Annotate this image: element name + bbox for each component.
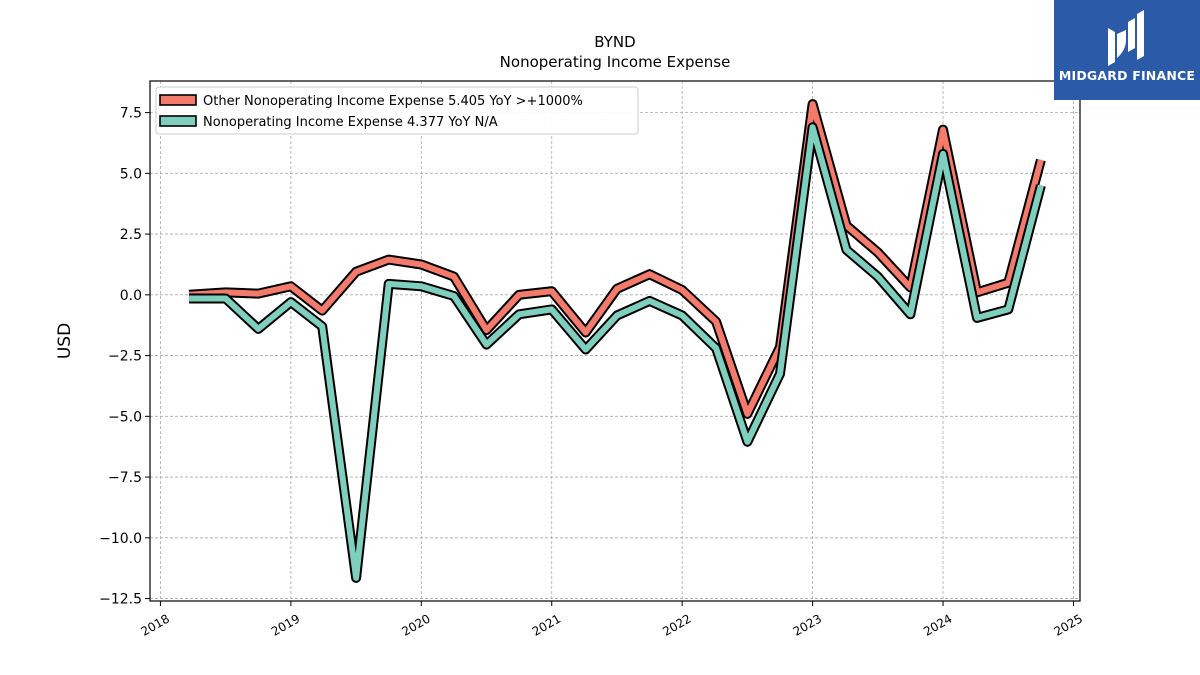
legend: Other Nonoperating Income Expense 5.405 … [155, 86, 639, 135]
y-tick-label: 2.5 [120, 227, 142, 243]
data-point [290, 301, 292, 303]
data-point [551, 290, 553, 292]
legend-box [155, 86, 639, 135]
data-point [420, 285, 422, 287]
y-tick-label: 7.5 [120, 106, 142, 122]
data-point [1040, 159, 1042, 161]
y-tick-label: 5.0 [120, 166, 142, 182]
series-outline-0 [188, 99, 1046, 419]
data-point [290, 285, 292, 287]
data-point [388, 283, 390, 285]
series-layer [188, 99, 1046, 583]
data-point [812, 126, 814, 128]
data-point [188, 298, 190, 299]
grid [150, 81, 1080, 601]
data-point [877, 251, 879, 253]
data-point [616, 315, 618, 316]
data-point [518, 313, 520, 315]
data-point [746, 441, 748, 443]
data-point [746, 413, 748, 415]
x-tick-label: 2019 [269, 611, 302, 638]
series-outline-1 [189, 122, 1046, 583]
logo-text: MIDGARD FINANCE [1058, 68, 1196, 83]
legend-swatch-other-nonoperating [159, 94, 197, 106]
x-tick-label: 2018 [138, 611, 171, 638]
data-point [779, 373, 781, 375]
data-point [616, 288, 618, 290]
y-tick-label: −10.0 [99, 531, 142, 547]
data-point [355, 271, 357, 273]
y-tick-label: 0.0 [120, 288, 142, 304]
data-point [551, 308, 553, 310]
data-point [942, 153, 944, 155]
data-point [486, 344, 487, 346]
data-point [518, 294, 520, 296]
data-point [942, 129, 944, 131]
y-axis-label: USD [55, 323, 75, 359]
legend-label-other-nonoperating: Other Nonoperating Income Expense 5.405 … [203, 94, 583, 109]
x-tick-label: 2025 [1052, 611, 1085, 638]
data-point [486, 329, 487, 331]
x-tick-label: 2023 [791, 611, 824, 638]
x-tick-label: 2022 [660, 611, 693, 638]
data-point [321, 325, 323, 327]
midgard-logo-icon [1108, 10, 1144, 66]
y-tick-label: −7.5 [108, 470, 142, 486]
y-axis: 7.5 5.0 2.5 0.0 −2.5 −5.0 −7.5 −10.0 −12.5 [99, 106, 150, 608]
data-point [976, 317, 978, 319]
data-point [1040, 185, 1042, 186]
data-point [585, 332, 587, 333]
data-point [1007, 282, 1009, 284]
series-line-1 [189, 124, 1044, 581]
data-point [453, 276, 455, 278]
data-point [812, 103, 814, 105]
data-point [355, 577, 357, 579]
data-point [715, 347, 717, 349]
data-point [909, 313, 911, 315]
x-tick-label: 2024 [921, 611, 954, 638]
data-point [649, 273, 651, 275]
data-point [846, 225, 847, 227]
x-tick-label: 2020 [399, 611, 432, 638]
chart-title: BYND [594, 33, 635, 51]
data-point [909, 287, 911, 288]
data-point [388, 259, 390, 261]
data-point [321, 310, 323, 312]
data-point [846, 249, 847, 251]
data-point [1007, 308, 1009, 310]
midgard-finance-logo: MIDGARD FINANCE [1054, 0, 1200, 100]
data-point [420, 264, 422, 265]
chart-subtitle: Nonoperating Income Expense [500, 53, 731, 71]
data-point [877, 276, 879, 278]
y-tick-label: −5.0 [108, 409, 142, 425]
y-tick-label: −2.5 [108, 349, 142, 365]
legend-label-nonoperating: Nonoperating Income Expense 4.377 YoY N/… [203, 115, 498, 130]
legend-swatch-nonoperating [159, 115, 197, 127]
data-point [649, 300, 651, 302]
y-tick-label: −12.5 [99, 592, 142, 608]
plot-frame [149, 80, 1081, 602]
x-axis: 2018 2019 2020 2021 2022 2023 2024 2025 [138, 601, 1085, 639]
data-point [257, 293, 259, 295]
data-point [453, 295, 455, 297]
data-point [225, 291, 227, 293]
data-point [585, 349, 587, 350]
data-point [225, 298, 227, 299]
data-point [257, 328, 259, 330]
data-point [681, 289, 683, 291]
x-tick-label: 2021 [530, 611, 563, 638]
data-point [715, 321, 717, 323]
data-point [681, 315, 683, 316]
